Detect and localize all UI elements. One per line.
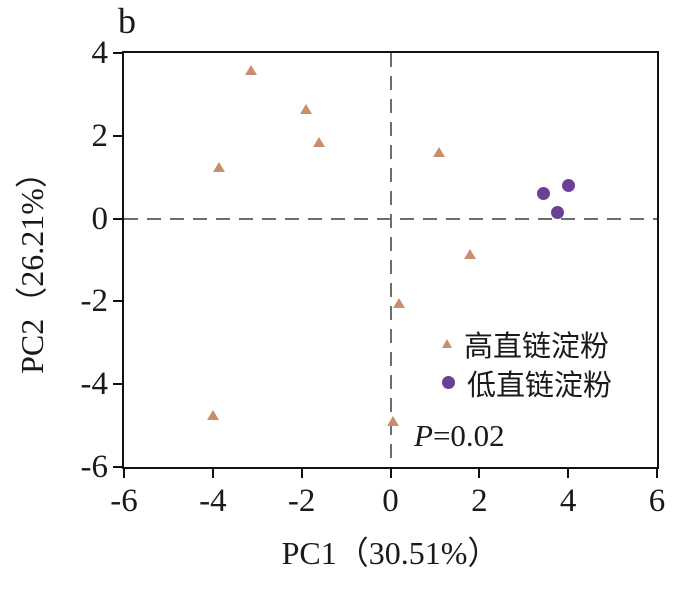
- data-point-triangle: [244, 64, 257, 75]
- x-tick-label: -4: [199, 483, 227, 519]
- x-tick-label: 0: [382, 483, 399, 519]
- x-tick-label: 2: [471, 483, 488, 519]
- x-tick-label: 4: [559, 483, 577, 519]
- zero-line-vertical: [389, 53, 392, 467]
- x-tick-label: 6: [648, 483, 666, 519]
- y-tick-label: 0: [91, 200, 109, 237]
- x-axis-tick: [656, 469, 658, 478]
- y-tick-label: -6: [80, 449, 109, 485]
- x-axis-tick: [211, 469, 214, 478]
- data-point-triangle: [433, 147, 446, 158]
- x-tick-label: -6: [110, 483, 138, 519]
- data-point-triangle: [213, 161, 226, 172]
- y-axis-tick: [113, 52, 122, 54]
- legend-circle-marker-icon: [442, 376, 455, 389]
- data-point-triangle: [386, 416, 399, 427]
- p-value-annotation: P=0.02: [414, 417, 505, 454]
- data-point-triangle: [206, 410, 219, 421]
- y-tick-label: 4: [91, 35, 109, 71]
- x-axis-tick: [389, 469, 392, 478]
- p-value-symbol: P: [414, 418, 433, 453]
- plot-area: -6 -4 -2 0 2 4 6 4 2 0 -2 -4 -6 高直链淀粉低直链淀粉 P=0.02: [81, 35, 666, 519]
- data-point-triangle: [300, 103, 313, 114]
- legend-label: 高直链淀粉: [464, 330, 610, 363]
- x-axis-tick: [478, 469, 481, 478]
- legend-label: 低直链淀粉: [467, 369, 613, 402]
- y-axis-tick: [113, 134, 122, 137]
- data-point-circle: [537, 187, 551, 201]
- data-point-triangle: [393, 298, 406, 309]
- y-axis-tick: [113, 383, 122, 386]
- y-axis-title: PC2（26.21%）: [14, 156, 50, 374]
- x-axis-tick: [300, 469, 303, 478]
- data-point-triangle: [313, 137, 326, 147]
- data-point-triangle: [464, 248, 477, 259]
- y-tick-label: -4: [80, 366, 109, 403]
- panel-label: b: [118, 1, 136, 41]
- data-point-circle: [561, 178, 575, 192]
- x-axis-tick: [123, 469, 125, 478]
- x-tick-label: -2: [287, 483, 316, 519]
- legend-item: 高直链淀粉: [442, 324, 612, 363]
- y-axis-tick: [113, 466, 122, 468]
- legend-triangle-marker-icon: [442, 339, 452, 348]
- y-tick-label: 2: [91, 117, 109, 154]
- y-tick-label: -2: [80, 283, 109, 320]
- data-point-circle: [550, 205, 564, 219]
- y-axis-tick: [113, 300, 122, 303]
- y-axis-tick: [113, 217, 122, 220]
- x-axis-tick: [567, 469, 570, 478]
- p-value-number: =0.02: [432, 418, 505, 453]
- legend-item: 低直链淀粉: [442, 363, 612, 402]
- x-axis-title: PC1（30.51%）: [281, 535, 500, 571]
- legend: 高直链淀粉低直链淀粉: [442, 324, 612, 402]
